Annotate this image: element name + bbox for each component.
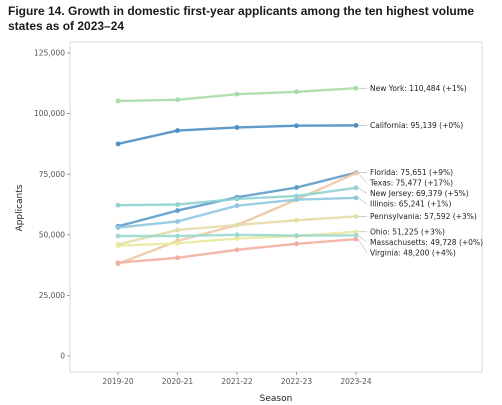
data-point (175, 233, 180, 239)
series-end-label: Texas: 75,477 (+17%) (369, 179, 453, 188)
data-point (353, 236, 359, 242)
data-point (294, 197, 299, 203)
data-point (294, 241, 299, 247)
y-tick-label: 75,000 (39, 170, 65, 179)
data-point (115, 233, 121, 239)
data-point (294, 233, 299, 238)
data-point (353, 170, 359, 176)
series-end-label: Virginia: 48,200 (+4%) (370, 248, 456, 257)
data-point (175, 97, 180, 103)
x-tick-label: 2023-24 (340, 377, 372, 386)
data-point (353, 185, 359, 191)
x-tick-label: 2022-23 (281, 377, 313, 386)
series-end-label: Illinois: 65,241 (+1%) (370, 200, 451, 209)
data-point (294, 123, 299, 129)
data-point (115, 225, 121, 230)
data-point (175, 240, 180, 246)
label-connector (357, 172, 368, 184)
x-axis-title: Season (260, 394, 293, 404)
data-point (294, 185, 299, 190)
y-tick-label: 0 (60, 352, 65, 361)
y-tick-label: 125,000 (34, 49, 65, 58)
label-connector (357, 187, 368, 194)
data-point (294, 193, 299, 199)
data-point (115, 141, 121, 147)
data-point (115, 260, 121, 266)
data-point (115, 243, 121, 249)
y-axis: 0 25,000 50,000 75,000 100,000 125,000 (34, 49, 70, 361)
label-connector (357, 235, 368, 243)
data-point (234, 222, 240, 228)
data-point (294, 89, 299, 95)
data-point (234, 232, 240, 238)
x-tick-label: 2020-21 (162, 377, 194, 386)
series-end-label: Massachusetts: 49,728 (+0%) (370, 238, 483, 247)
series-labels: New York: 110,484 (+1%) California: 95,13… (369, 84, 483, 258)
x-tick-label: 2019-20 (102, 377, 134, 386)
data-point (234, 125, 240, 130)
data-point (175, 227, 180, 233)
data-point (353, 213, 359, 219)
y-tick-label: 25,000 (39, 291, 65, 300)
series-end-label: New York: 110,484 (+1%) (370, 84, 467, 93)
label-connector (357, 197, 368, 205)
data-point (353, 229, 359, 235)
series-end-label: New Jersey: 69,379 (+5%) (370, 189, 469, 198)
data-point (175, 202, 180, 207)
y-tick-label: 100,000 (34, 109, 65, 118)
data-point (234, 91, 240, 97)
series-end-label: Pennsylvania: 57,592 (+3%) (370, 212, 477, 221)
data-points (115, 85, 359, 267)
data-point (234, 196, 240, 202)
data-point (353, 195, 359, 201)
data-point (175, 255, 180, 261)
series-end-label: Ohio: 51,225 (+3%) (370, 227, 445, 236)
series-end-label: Florida: 75,651 (+9%) (370, 168, 453, 177)
x-tick-label: 2021-22 (221, 377, 253, 386)
chart-title: Figure 14. Growth in domestic first-year… (8, 4, 475, 33)
data-point (234, 247, 240, 253)
data-point (353, 233, 359, 238)
data-point (175, 128, 180, 133)
series-end-label: California: 95,139 (+0%) (370, 121, 463, 130)
data-point (234, 236, 240, 241)
data-point (353, 122, 359, 128)
data-point (353, 85, 359, 91)
data-point (115, 202, 121, 208)
data-point (175, 219, 180, 224)
label-connector (357, 239, 368, 253)
data-point (234, 203, 240, 209)
data-point (175, 208, 180, 213)
data-point (115, 98, 121, 104)
y-axis-title: Applicants (15, 184, 25, 231)
data-point (294, 217, 299, 223)
y-tick-label: 50,000 (39, 230, 65, 239)
label-connectors (357, 87, 368, 253)
x-axis: 2019-20 2020-21 2021-22 2022-23 2023-24 (102, 372, 372, 386)
plot-border (69, 41, 483, 373)
